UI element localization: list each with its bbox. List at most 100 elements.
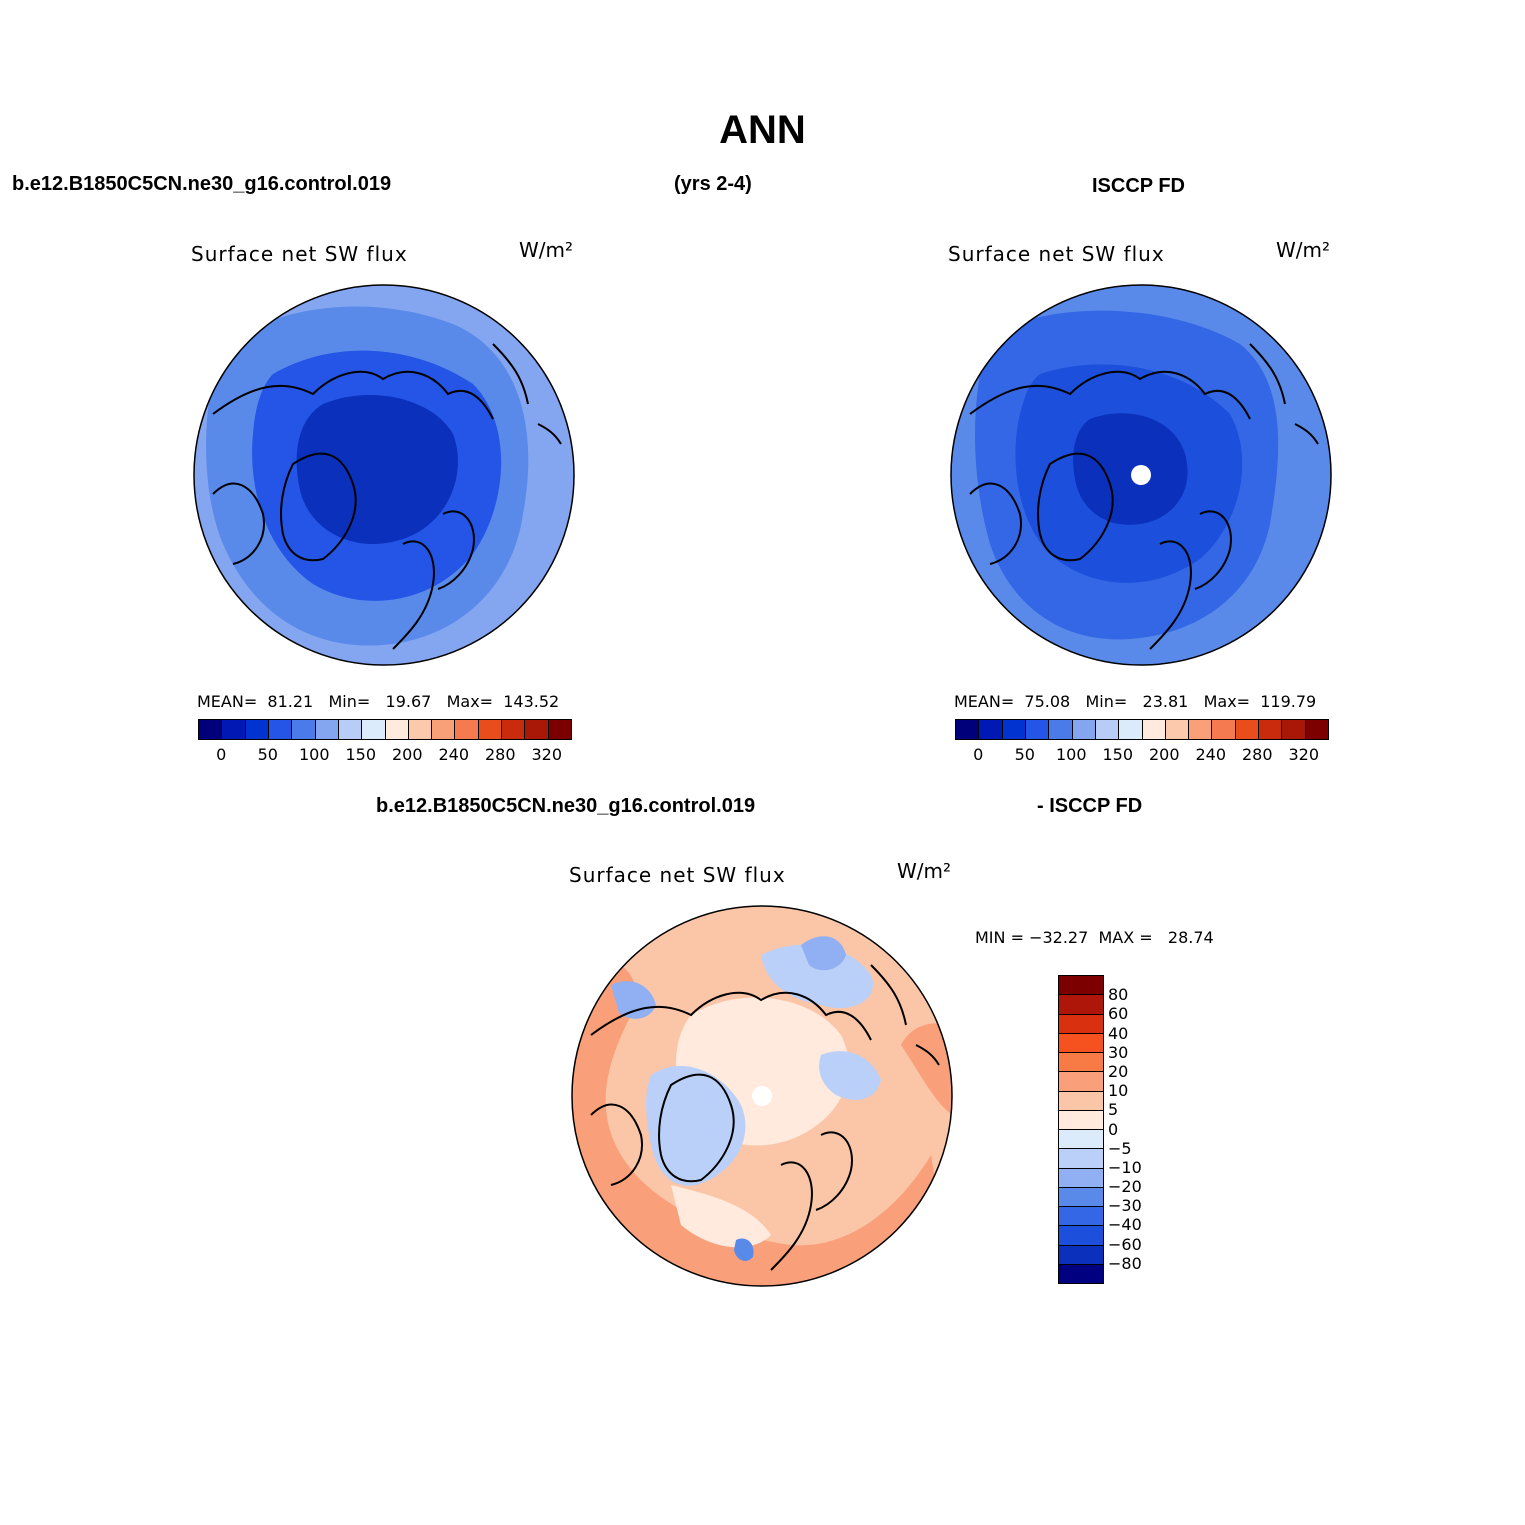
colorbar-box: [1095, 720, 1120, 739]
model-colorbar-ticks: 0 50 100 150 200 240 280 320: [198, 745, 570, 765]
model-core-field: [296, 395, 458, 544]
diff-cool-field-4: [819, 1051, 881, 1100]
colorbar-box: [292, 720, 316, 739]
colorbar-box: [1059, 1264, 1103, 1283]
colorbar-box: [1059, 1207, 1103, 1227]
colorbar-box: [338, 720, 363, 739]
colorbar-box: [1142, 720, 1166, 739]
colorbar-tick-label: 40: [1108, 1023, 1129, 1043]
colorbar-tick-label: −60: [1108, 1234, 1142, 1254]
colorbar-box: [1059, 1226, 1103, 1246]
diff-coastlines: [590, 964, 940, 1271]
obs-stats: MEAN= 75.08 Min= 23.81 Max= 119.79: [954, 692, 1317, 711]
obs-core-field: [1073, 413, 1188, 525]
colorbar-tick-label: 150: [345, 745, 377, 764]
diff-obs-label: - ISCCP FD: [1037, 795, 1143, 817]
obs-colorbar: [955, 719, 1329, 740]
diff-colorbar-ticks: 80 60 40 30 20 10 5 0 −5 −10 −20 −30 −40 −60 −80: [1108, 975, 1168, 1282]
obs-coastlines: [969, 343, 1319, 650]
colorbar-box: [1059, 1014, 1103, 1034]
colorbar-box: [245, 720, 269, 739]
case-label: b.e12.B1850C5CN.ne30_g16.control.019: [12, 173, 392, 195]
colorbar-tick-label: 30: [1108, 1042, 1129, 1062]
diff-polar-map: [571, 905, 953, 1287]
diff-stats: MIN = −32.27 MAX = 28.74: [975, 928, 1214, 947]
years-label: (yrs 2-4): [674, 173, 752, 195]
colorbar-tick-label: −10: [1108, 1157, 1142, 1177]
colorbar-box: [1165, 720, 1190, 739]
colorbar-box: [478, 720, 503, 739]
colorbar-box: [1059, 1091, 1103, 1111]
obs-label: ISCCP FD: [1092, 175, 1185, 197]
colorbar-box: [1305, 720, 1328, 739]
colorbar-box: [548, 720, 571, 739]
obs-colorbar-ticks: 0 50 100 150 200 240 280 320: [955, 745, 1327, 765]
colorbar-tick-label: −30: [1108, 1196, 1142, 1216]
colorbar-tick-label: 20: [1108, 1061, 1129, 1081]
colorbar-tick-label: 280: [1241, 745, 1273, 764]
diff-warm-field: [572, 958, 952, 1286]
colorbar-box: [432, 720, 456, 739]
colorbar-box: [1059, 995, 1103, 1015]
colorbar-tick-label: 150: [1102, 745, 1134, 764]
obs-polar-map: [950, 284, 1332, 666]
colorbar-tick-label: −20: [1108, 1177, 1142, 1197]
colorbar-tick-label: 320: [531, 745, 563, 764]
colorbar-tick-label: 80: [1108, 985, 1129, 1005]
model-polar-map: [193, 284, 575, 666]
colorbar-tick-label: 100: [298, 745, 330, 764]
colorbar-tick-label: 240: [438, 745, 470, 764]
colorbar-tick-label: 280: [484, 745, 516, 764]
diff-units: W/m²: [897, 859, 952, 883]
obs-pole-hole: [1131, 465, 1151, 485]
colorbar-tick-label: 50: [257, 745, 278, 764]
colorbar-box: [1282, 720, 1306, 739]
colorbar-box: [1059, 1110, 1103, 1130]
diff-cool-field-2: [801, 936, 846, 971]
colorbar-tick-label: −40: [1108, 1215, 1142, 1235]
model-units: W/m²: [519, 238, 574, 262]
colorbar-box: [1059, 1053, 1103, 1073]
colorbar-box: [1059, 1168, 1103, 1188]
colorbar-box: [1059, 1245, 1103, 1265]
diff-cool-field-3: [646, 1066, 746, 1186]
colorbar-box: [1059, 1130, 1103, 1150]
colorbar-box: [1212, 720, 1236, 739]
diff-panel-title: Surface net SW flux: [569, 863, 786, 887]
colorbar-box: [1059, 1072, 1103, 1092]
colorbar-box: [362, 720, 386, 739]
colorbar-tick-label: 0: [216, 745, 227, 764]
colorbar-box: [1059, 976, 1103, 996]
colorbar-box: [1059, 1033, 1103, 1053]
colorbar-box: [502, 720, 526, 739]
diff-warm-field-2: [901, 1023, 952, 1115]
colorbar-box: [315, 720, 339, 739]
colorbar-box: [408, 720, 433, 739]
colorbar-box: [1049, 720, 1073, 739]
colorbar-box: [1259, 720, 1283, 739]
colorbar-tick-label: −5: [1108, 1138, 1132, 1158]
colorbar-tick-label: 0: [1108, 1119, 1119, 1139]
colorbar-box: [1119, 720, 1143, 739]
model-panel-title: Surface net SW flux: [191, 242, 408, 266]
diff-cool-field-5: [611, 981, 656, 1019]
figure-title: ANN: [719, 108, 806, 152]
colorbar-tick-label: 50: [1014, 745, 1035, 764]
colorbar-tick-label: 200: [1148, 745, 1180, 764]
colorbar-box: [199, 720, 223, 739]
obs-units: W/m²: [1276, 238, 1331, 262]
colorbar-tick-label: 100: [1055, 745, 1087, 764]
colorbar-box: [525, 720, 549, 739]
colorbar-tick-label: 10: [1108, 1081, 1129, 1101]
colorbar-tick-label: 200: [391, 745, 423, 764]
colorbar-box: [1025, 720, 1050, 739]
colorbar-box: [222, 720, 246, 739]
diff-light-field-2: [671, 1185, 771, 1248]
colorbar-box: [1059, 1149, 1103, 1169]
colorbar-tick-label: 5: [1108, 1100, 1119, 1120]
model-coastlines: [212, 343, 562, 650]
colorbar-box: [1189, 720, 1213, 739]
diff-case-label: b.e12.B1850C5CN.ne30_g16.control.019: [376, 795, 756, 817]
model-colorbar: [198, 719, 572, 740]
colorbar-tick-label: 240: [1195, 745, 1227, 764]
